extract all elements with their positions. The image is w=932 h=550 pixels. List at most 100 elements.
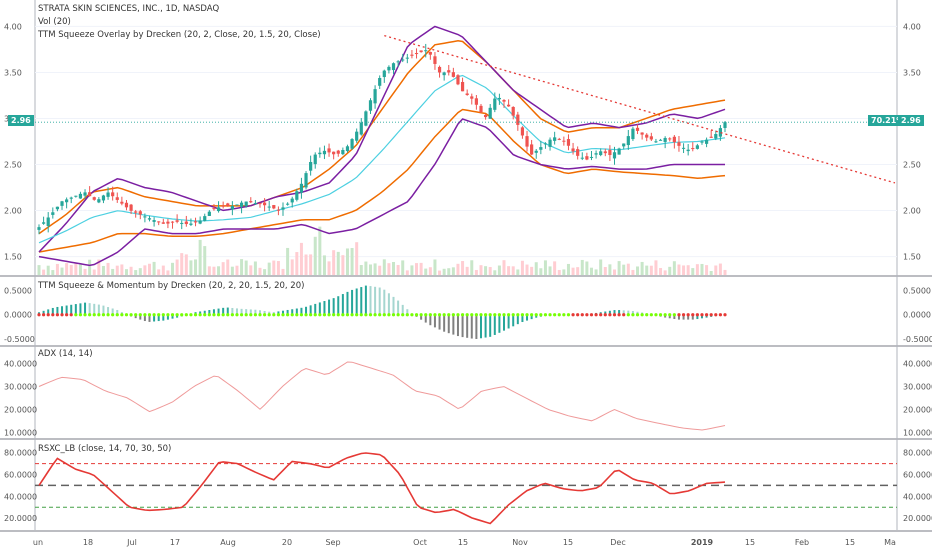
candle-body xyxy=(134,211,138,213)
squeeze-dot xyxy=(180,313,184,317)
volume-bar xyxy=(456,263,460,275)
candle-body xyxy=(668,138,672,140)
x-axis-label: 17 xyxy=(170,538,180,547)
squeeze-dot xyxy=(474,313,478,317)
squeeze-dot xyxy=(718,313,722,317)
candle-body xyxy=(608,149,612,156)
candle-body xyxy=(695,145,699,149)
squeeze-dot xyxy=(391,313,396,317)
volume-bar xyxy=(594,269,598,275)
adx-tick-right: 40.0000 xyxy=(903,359,932,368)
volume-bar xyxy=(101,265,105,275)
candle-body xyxy=(691,148,695,150)
candle-body xyxy=(576,149,580,156)
candle-body xyxy=(387,66,391,71)
squeeze-dot xyxy=(497,313,502,317)
momentum-bar xyxy=(286,309,289,315)
squeeze-dot xyxy=(479,313,483,317)
volume-bar xyxy=(258,267,262,275)
momentum-bar xyxy=(323,301,326,315)
price-tick-left: 1.50 xyxy=(4,253,22,262)
volume-bar xyxy=(51,270,55,275)
candle-body xyxy=(313,154,317,165)
volume-bar xyxy=(364,261,368,275)
candle-body xyxy=(396,61,400,63)
momentum-bar xyxy=(282,310,285,315)
candle-body xyxy=(635,127,640,131)
candle-body xyxy=(212,208,216,210)
momentum-bar xyxy=(134,314,137,319)
volume-bar xyxy=(695,264,699,275)
momentum-bar xyxy=(503,314,506,331)
squeeze-dot xyxy=(373,313,377,317)
volume-bar xyxy=(341,255,345,275)
candle-body xyxy=(189,223,193,225)
momentum-bar xyxy=(249,309,252,315)
price-tick-left: 2.00 xyxy=(4,207,22,216)
squeeze-dot xyxy=(129,313,133,317)
volume-bar xyxy=(516,269,520,275)
volume-bar xyxy=(686,265,690,275)
momentum-bar xyxy=(116,309,119,315)
squeeze-dot xyxy=(318,313,322,317)
candle-body xyxy=(226,203,230,206)
squeeze-dot xyxy=(124,313,129,317)
momentum-bar xyxy=(493,314,496,335)
candle-body xyxy=(106,192,110,197)
volume-bar xyxy=(368,264,372,275)
candle-body xyxy=(378,78,382,86)
squeeze-dot xyxy=(599,313,603,317)
squeeze-dot xyxy=(152,313,156,317)
candle-body xyxy=(272,205,276,209)
rsx-tick-left: 80.0000 xyxy=(4,449,37,458)
momentum-bar xyxy=(406,309,409,315)
squeeze-dot xyxy=(617,313,621,317)
volume-bar xyxy=(120,264,124,275)
candle-body xyxy=(221,205,225,207)
momentum-bar xyxy=(291,309,294,315)
squeeze-dot xyxy=(364,313,368,317)
momentum-bar xyxy=(429,314,432,326)
volume-bar xyxy=(461,261,465,275)
momentum-bar xyxy=(512,314,515,327)
momentum-bar xyxy=(314,303,317,315)
squeeze-dot xyxy=(327,313,331,317)
candle-body xyxy=(345,146,350,152)
adx-tick-left: 20.0000 xyxy=(4,405,37,414)
momentum-bar xyxy=(199,311,202,315)
squeeze-dot xyxy=(368,313,373,317)
candle-body xyxy=(258,203,262,205)
price-tick-left: 2.50 xyxy=(4,161,22,170)
volume-bar xyxy=(530,266,534,275)
momentum-bar xyxy=(526,314,529,321)
squeeze-dot xyxy=(226,313,230,317)
candle-body xyxy=(562,140,566,142)
volume-bar xyxy=(373,263,377,275)
volume-bar xyxy=(69,265,73,275)
volume-bar xyxy=(451,267,455,275)
volume-bar xyxy=(327,261,331,275)
volume-bar xyxy=(382,259,386,275)
x-axis-label: Ma xyxy=(884,538,896,547)
squeeze-dot xyxy=(493,313,497,317)
volume-bar xyxy=(134,270,138,275)
squeeze-dot xyxy=(553,313,557,317)
candle-body xyxy=(622,143,626,147)
volume-bar xyxy=(78,264,82,275)
volume-bar xyxy=(613,269,617,275)
volume-bar xyxy=(240,259,244,275)
momentum-tick-right: 0.0000 xyxy=(903,311,931,320)
adx-tick-left: 40.0000 xyxy=(4,359,37,368)
volume-bar xyxy=(161,265,165,275)
momentum-bar xyxy=(631,311,634,315)
adx-tick-left: 10.0000 xyxy=(4,428,37,437)
squeeze-dot xyxy=(465,313,469,317)
volume-bar xyxy=(111,268,115,275)
squeeze-dot xyxy=(106,313,110,317)
squeeze-dot xyxy=(235,313,239,317)
volume-bar xyxy=(534,262,538,275)
volume-bar xyxy=(83,268,87,275)
squeeze-dot xyxy=(193,313,198,317)
candle-body xyxy=(97,199,101,203)
squeeze-dot xyxy=(502,313,506,317)
